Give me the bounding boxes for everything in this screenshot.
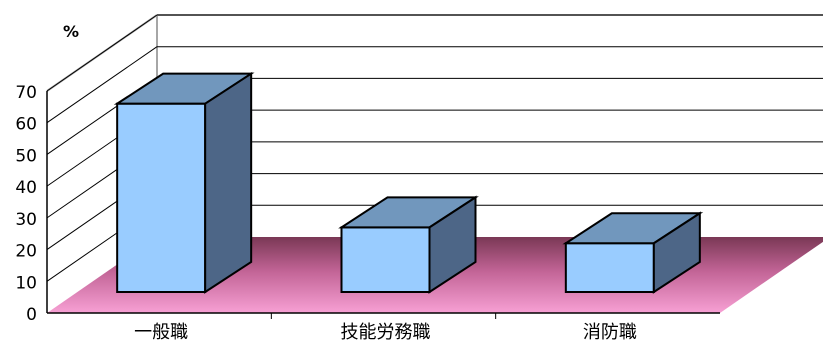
y-tick-label: 70 — [15, 83, 37, 103]
y-axis-unit-label: % — [63, 22, 79, 41]
bar-side — [428, 195, 477, 294]
y-tick-label: 60 — [15, 115, 37, 135]
category-label: 消防職 — [583, 322, 637, 341]
bar-side — [204, 71, 253, 294]
category-labels: 一般職 技能労務職 消防職 — [134, 313, 637, 341]
bar-side — [652, 211, 701, 294]
y-tick-label: 0 — [26, 305, 37, 325]
y-tick-label: 30 — [15, 210, 37, 230]
bars — [113, 71, 704, 294]
gridline-side — [46, 46, 158, 124]
bar — [113, 71, 255, 294]
gridline-side — [46, 14, 158, 92]
bar-front — [116, 102, 207, 293]
y-tick-labels: 0 10 20 30 40 50 60 70 — [15, 83, 37, 325]
category-label: 技能労務職 — [341, 322, 431, 341]
bar — [338, 195, 479, 294]
bar-front — [340, 226, 431, 293]
y-tick-label: 20 — [15, 242, 37, 262]
axes — [46, 91, 720, 314]
y-tick-label: 40 — [15, 178, 37, 198]
category-label: 一般職 — [134, 322, 188, 341]
bar — [562, 211, 704, 294]
y-tick-label: 50 — [15, 146, 37, 166]
y-tick-label: 10 — [15, 273, 37, 293]
bar-front — [564, 242, 655, 294]
